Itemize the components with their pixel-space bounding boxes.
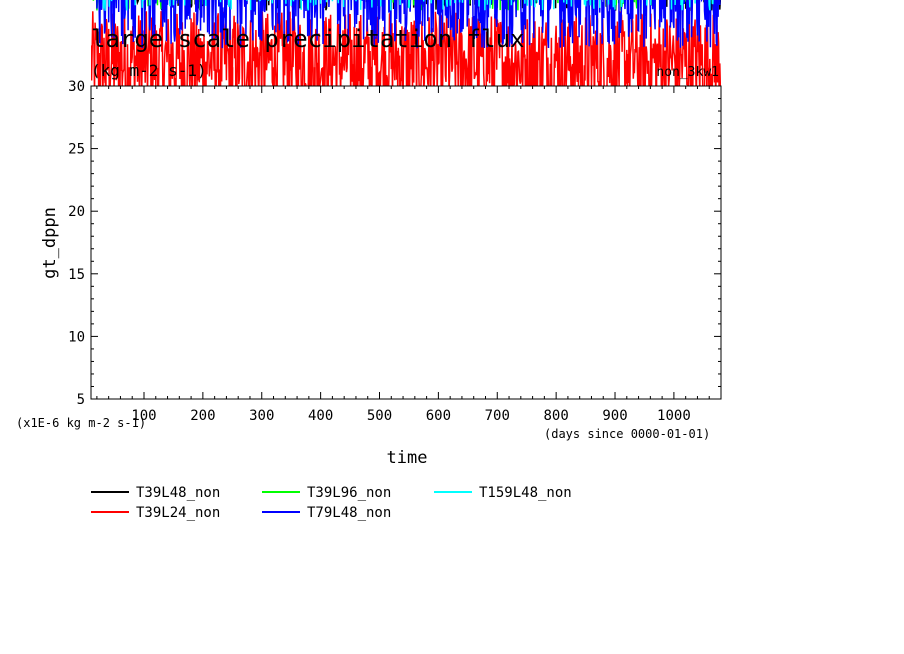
legend-label: T79L48_non — [307, 505, 391, 521]
legend-label: T39L24_non — [136, 505, 220, 521]
legend-label: T39L96_non — [307, 485, 391, 501]
y-scale-note: (x1E-6 kg m-2 s-1) — [16, 416, 146, 430]
y-tick-label: 15 — [68, 267, 85, 283]
y-axis-label: gt_dppn — [40, 207, 60, 279]
chart-title: large scale precipitation flux — [91, 25, 524, 53]
y-tick-label: 30 — [68, 79, 85, 95]
x-tick-label: 100 — [131, 408, 156, 424]
x-tick-label: 900 — [602, 408, 627, 424]
y-tick-label: 25 — [68, 142, 85, 158]
x-tick-label: 600 — [426, 408, 451, 424]
series-line-T79L48_non — [96, 0, 721, 49]
x-tick-label: 1000 — [657, 408, 691, 424]
x-tick-label: 500 — [367, 408, 392, 424]
y-tick-label: 5 — [77, 392, 85, 408]
x-tick-label: 300 — [249, 408, 274, 424]
chart-units: (kg m-2 s-1) — [91, 61, 207, 80]
legend: T39L48_non T39L24_non T39L96_non T79L48_non… — [91, 485, 572, 521]
y-tick-label: 10 — [68, 329, 85, 345]
x-tick-label: 400 — [308, 408, 333, 424]
x-unit-note: (days since 0000-01-01) — [544, 427, 710, 441]
tick-layer: 100 200 300 400 500 600 700 800 900 1000 5 10 15 20 25… — [68, 79, 722, 424]
x-tick-label: 800 — [543, 408, 568, 424]
x-axis-label: time — [387, 448, 428, 468]
x-tick-label: 700 — [485, 408, 510, 424]
legend-label: T39L48_non — [136, 485, 220, 501]
plot-frame — [90, 85, 722, 400]
x-tick-label: 200 — [190, 408, 215, 424]
y-tick-label: 20 — [68, 204, 85, 220]
run-label: non_3kw1 — [656, 65, 719, 80]
legend-label: T159L48_non — [479, 485, 572, 501]
